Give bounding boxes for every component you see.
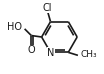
Text: HO: HO	[7, 22, 22, 32]
Text: O: O	[28, 45, 35, 55]
Text: Cl: Cl	[42, 3, 52, 13]
Text: N: N	[47, 48, 55, 58]
Text: CH₃: CH₃	[81, 50, 97, 59]
